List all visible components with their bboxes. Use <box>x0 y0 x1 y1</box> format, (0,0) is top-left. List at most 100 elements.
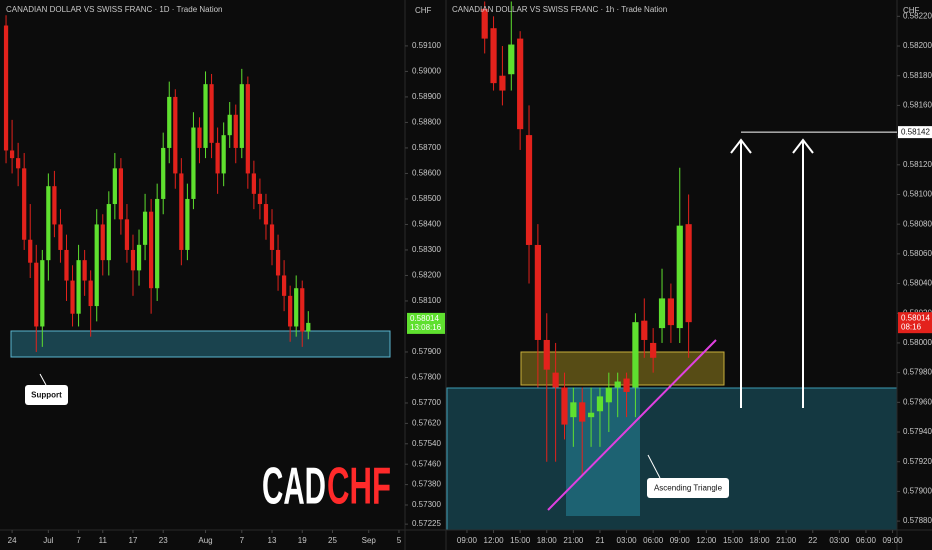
y-tick-label: 0.57460 <box>412 459 441 468</box>
x-tick-label: 21 <box>596 536 605 545</box>
candle-body <box>106 204 111 261</box>
demand-zone <box>446 387 898 531</box>
candle-body <box>136 244 142 271</box>
candle-body <box>161 147 166 199</box>
candle-body <box>197 127 202 148</box>
candle-body <box>203 84 208 148</box>
y-tick-label: 0.58040 <box>903 279 932 288</box>
y-tick-label: 0.58300 <box>412 245 441 254</box>
candle-body <box>685 224 692 323</box>
y-tick-label: 0.58800 <box>412 118 441 127</box>
x-tick-label: 22 <box>808 536 817 545</box>
price-label-box <box>407 312 445 334</box>
y-tick-label: 0.58180 <box>903 71 932 80</box>
watermark: CAD <box>262 458 326 516</box>
candle-body <box>525 135 533 245</box>
candle-body <box>300 288 305 332</box>
x-tick-label: 11 <box>99 536 108 545</box>
y-tick-label: 0.58160 <box>903 101 932 110</box>
price-label: 0.58014 <box>410 314 439 323</box>
right-candles <box>481 1 692 477</box>
callout-box <box>647 478 729 498</box>
y-tick-label: 0.58100 <box>903 190 932 199</box>
y-tick-label: 0.57920 <box>903 457 932 466</box>
y-tick-label: 0.57800 <box>412 373 441 382</box>
candle-body <box>149 211 154 289</box>
candle-body <box>209 84 214 143</box>
candle-body <box>179 173 184 250</box>
y-tick-label: 0.57900 <box>412 347 441 356</box>
candle-body <box>70 280 75 314</box>
x-tick-label: 21:00 <box>563 536 584 545</box>
candle-body <box>596 396 604 412</box>
candle-body <box>22 168 27 240</box>
x-tick-label: 09:00 <box>883 536 904 545</box>
candle-body <box>281 275 287 296</box>
candle-body <box>58 224 63 250</box>
watermark: CHF <box>327 458 391 516</box>
x-tick-label: 12:00 <box>484 536 505 545</box>
left-candles <box>3 15 311 352</box>
candle-body <box>34 262 39 327</box>
candle-body <box>52 186 57 225</box>
candle-body <box>579 402 586 422</box>
candle-body <box>245 84 250 174</box>
candle-body <box>28 239 33 263</box>
callout-text: Ascending Triangle <box>654 484 723 493</box>
x-tick-label: 19 <box>298 536 307 545</box>
x-tick-label: 7 <box>240 536 245 545</box>
candle-body <box>306 322 311 332</box>
arrow-head <box>730 138 752 154</box>
x-tick-label: 17 <box>129 536 138 545</box>
arrows <box>730 138 814 408</box>
candle-body <box>142 211 148 245</box>
candle-body <box>257 193 263 205</box>
candle-body <box>112 168 117 205</box>
countdown: 13:08:16 <box>410 323 442 332</box>
candle-body <box>88 280 93 307</box>
x-tick-label: 06:00 <box>856 536 877 545</box>
candle-body <box>251 173 256 194</box>
x-tick-label: 15:00 <box>723 536 744 545</box>
candle-body <box>275 249 281 276</box>
y-tick-label: 0.57380 <box>412 480 441 489</box>
y-tick-label: 0.58060 <box>903 249 932 258</box>
chart-title: CANADIAN DOLLAR VS SWISS FRANC · 1h · Tr… <box>452 5 667 14</box>
candle-body <box>233 114 238 148</box>
price-label: 0.58014 <box>901 313 930 322</box>
candle-body <box>221 135 226 174</box>
x-tick-label: 24 <box>8 536 17 545</box>
callout-pointer <box>39 373 47 386</box>
candle-body <box>124 219 130 250</box>
candle-body <box>100 224 105 261</box>
candle-body <box>239 84 244 148</box>
candle-body <box>46 186 51 261</box>
candle-body <box>185 198 190 250</box>
axis-label: CHF <box>903 6 920 15</box>
y-tick-label: 0.57225 <box>412 519 441 528</box>
triangle-line <box>547 339 717 511</box>
y-tick-label: 0.58080 <box>903 219 932 228</box>
y-tick-label: 0.57980 <box>903 368 932 377</box>
candle-body <box>614 381 621 388</box>
price-label-box <box>898 312 932 334</box>
y-tick-label: 0.57300 <box>412 500 441 509</box>
x-tick-label: 23 <box>159 536 168 545</box>
target-label-box <box>898 126 932 139</box>
axis-label: CHF <box>415 6 432 15</box>
y-tick-label: 0.57540 <box>412 439 441 448</box>
candle-body <box>16 158 21 169</box>
x-tick-label: Jul <box>43 536 53 545</box>
y-tick-label: 0.59100 <box>412 41 441 50</box>
x-tick-label: Aug <box>198 536 212 545</box>
y-tick-label: 0.58200 <box>412 271 441 280</box>
arrow-head <box>792 138 814 154</box>
y-tick-label: 0.57940 <box>903 427 932 436</box>
y-tick-label: 0.57900 <box>903 487 932 496</box>
candle-body <box>552 372 559 388</box>
countdown: 08:16 <box>901 322 922 331</box>
y-tick-label: 0.58600 <box>412 169 441 178</box>
candle-body <box>543 339 550 370</box>
